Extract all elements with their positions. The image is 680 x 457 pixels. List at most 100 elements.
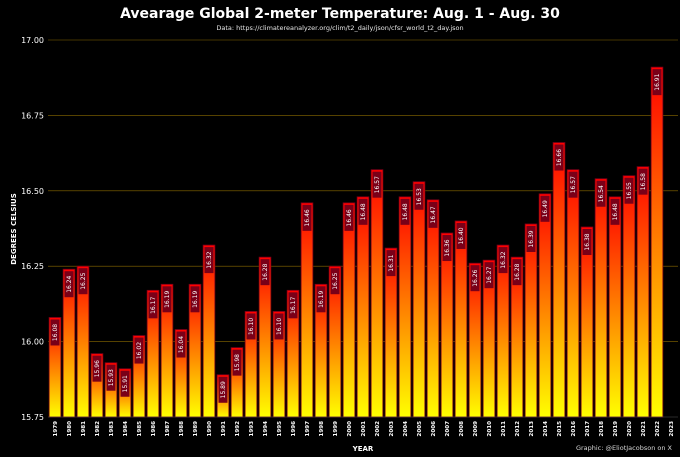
data-label-box [484, 262, 494, 289]
data-label-box [582, 228, 592, 255]
data-label-box [358, 198, 368, 225]
data-label-box [134, 337, 144, 364]
x-tick-label: 2009 [473, 421, 479, 437]
data-label-box [260, 259, 270, 286]
data-label: 16.08 [52, 324, 59, 341]
data-label-box [652, 69, 662, 96]
x-tick-label: 1999 [333, 421, 339, 437]
x-tick-label: 2004 [403, 421, 409, 437]
data-labels: 16.08 16.24 16.25 15.96 15.93 15.91 16.02 16.17… [50, 69, 662, 403]
bar [356, 196, 370, 418]
data-label: 16.57 [374, 176, 381, 193]
data-label: 16.02 [136, 342, 143, 359]
data-label: 16.28 [262, 263, 269, 280]
bar [622, 175, 636, 418]
data-label-box [400, 198, 410, 225]
data-label-box [204, 247, 214, 274]
y-tick-label: 16.75 [21, 111, 44, 120]
data-label-box [288, 292, 298, 319]
data-label: 15.98 [234, 354, 241, 371]
data-label: 16.40 [458, 227, 465, 244]
bar [426, 199, 440, 418]
data-label-box [554, 144, 564, 171]
data-label-box [316, 286, 326, 313]
axes: 17.00 16.75 16.50 16.25 16.00 15.75 1979 1980 19… [21, 36, 678, 437]
bar [608, 196, 622, 418]
data-label-box [106, 364, 116, 391]
data-label: 16.10 [276, 318, 283, 335]
bar [412, 181, 426, 418]
x-tick-label: 1996 [291, 421, 297, 437]
x-tick-label: 2006 [431, 421, 437, 437]
x-tick-label: 1989 [193, 421, 199, 437]
bar [552, 142, 566, 418]
data-label: 15.96 [94, 360, 101, 377]
x-tick-label: 1983 [109, 421, 115, 437]
data-label: 16.66 [556, 149, 563, 166]
data-label-box [512, 259, 522, 286]
data-label-box [218, 376, 228, 403]
x-tick-label: 1981 [81, 421, 87, 437]
data-label: 16.48 [402, 203, 409, 220]
data-label: 16.24 [66, 275, 73, 292]
x-tick-label: 2000 [347, 421, 353, 437]
data-label-box [148, 292, 158, 319]
y-tick-label: 16.25 [21, 262, 44, 271]
data-label-box [344, 204, 354, 231]
data-label: 16.32 [500, 251, 507, 268]
data-label: 16.46 [346, 209, 353, 226]
data-label-box [470, 265, 480, 292]
x-axis-title: YEAR [352, 445, 374, 453]
x-tick-label: 1984 [123, 421, 129, 437]
x-tick-label: 2001 [361, 421, 367, 437]
x-tick-label: 1985 [137, 421, 143, 437]
x-tick-label: 1991 [221, 421, 227, 437]
data-label-box [120, 370, 130, 397]
data-label-box [498, 247, 508, 274]
data-label-box [190, 286, 200, 313]
data-label-box [610, 198, 620, 225]
x-tick-label: 1986 [151, 421, 157, 437]
x-tick-label: 1980 [67, 421, 73, 437]
data-label: 16.49 [542, 200, 549, 217]
bar [580, 226, 594, 418]
data-label: 16.25 [80, 272, 87, 289]
bar [636, 166, 650, 418]
data-label: 16.48 [360, 203, 367, 220]
data-label: 16.38 [584, 233, 591, 250]
x-tick-label: 1982 [95, 421, 101, 437]
bar [524, 223, 538, 418]
data-label: 16.27 [486, 266, 493, 283]
x-tick-label: 2007 [445, 421, 451, 437]
data-label-box [246, 313, 256, 340]
x-tick-label: 2013 [529, 421, 535, 437]
x-tick-label: 1987 [165, 421, 171, 437]
bar [538, 193, 552, 418]
x-tick-label: 1994 [263, 421, 269, 437]
x-tick-label: 2002 [375, 421, 381, 437]
bar [300, 202, 314, 418]
data-label-box [526, 225, 536, 252]
data-label: 16.31 [388, 254, 395, 271]
data-label: 16.54 [598, 185, 605, 202]
data-label: 16.25 [332, 272, 339, 289]
data-label: 16.53 [416, 188, 423, 205]
data-label: 15.89 [220, 381, 227, 398]
y-axis-title: DEGREES CELSIUS [10, 193, 18, 265]
data-label: 16.47 [430, 206, 437, 223]
data-label-box [386, 250, 396, 277]
bar [650, 66, 664, 418]
x-tick-label: 2018 [599, 421, 605, 437]
data-label: 16.36 [444, 239, 451, 256]
x-tick-label: 1997 [305, 421, 311, 437]
data-label-box [162, 286, 172, 313]
bar [454, 220, 468, 418]
x-tick-label: 2014 [543, 421, 549, 437]
data-label: 16.04 [178, 336, 185, 353]
data-label-box [50, 319, 60, 346]
data-label-box [64, 271, 74, 298]
data-label: 16.26 [472, 269, 479, 286]
x-tick-label: 2003 [389, 421, 395, 437]
data-label: 16.17 [290, 297, 297, 314]
